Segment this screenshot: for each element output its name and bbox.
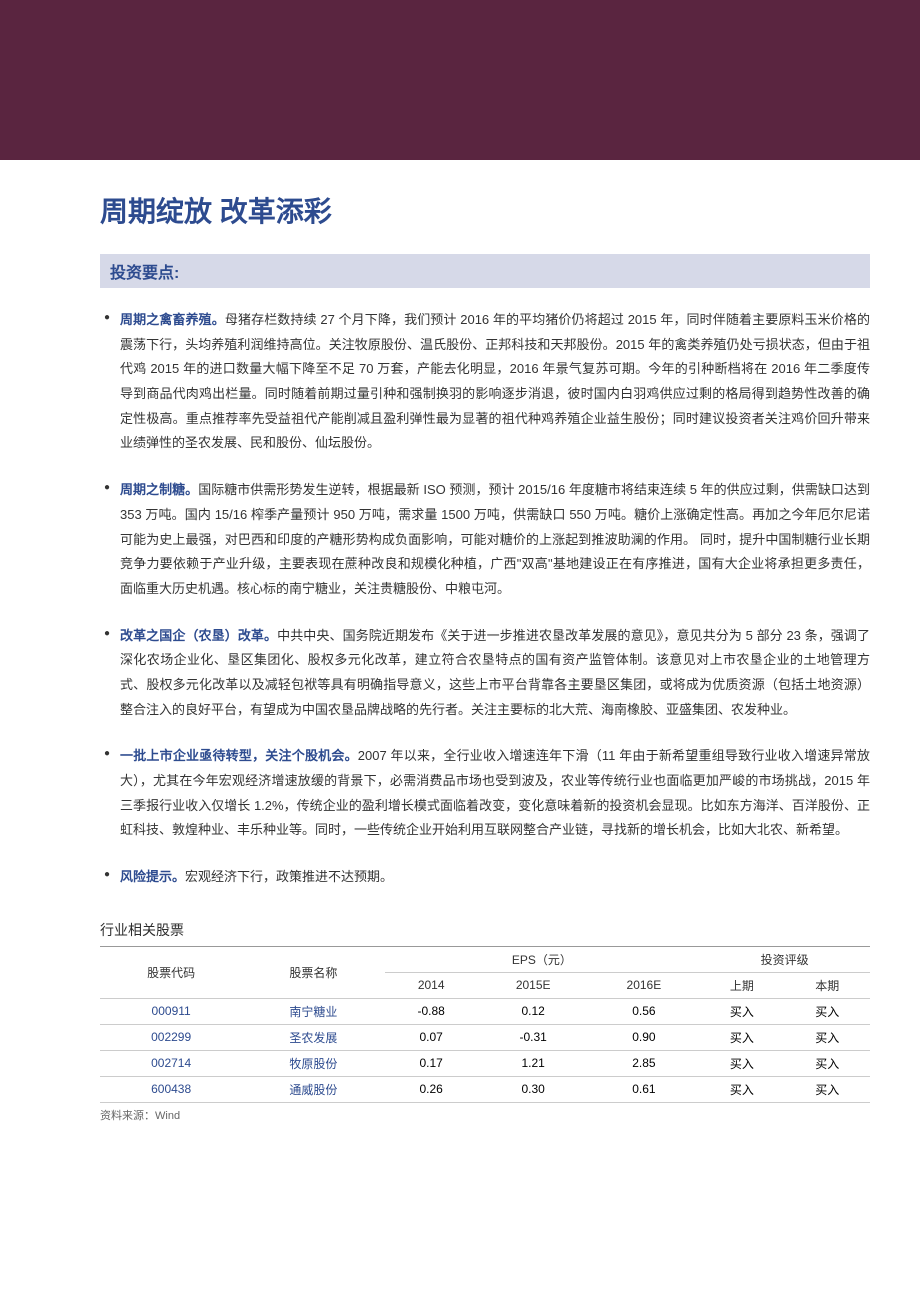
section-header: 投资要点: [100,254,870,288]
cell-curr: 买入 [785,1024,870,1050]
col-curr: 本期 [785,972,870,998]
investment-points-list: 周期之禽畜养殖。母猪存栏数持续 27 个月下降，我们预计 2016 年的平均猪价… [100,308,870,890]
col-code: 股票代码 [100,946,242,998]
col-prev: 上期 [699,972,784,998]
bullet-title: 改革之国企（农垦）改革。 [120,628,277,643]
cell-code: 000911 [100,998,242,1024]
cell-code: 002299 [100,1024,242,1050]
cell-code: 002714 [100,1050,242,1076]
cell-eps2016e: 0.56 [589,998,700,1024]
cell-eps2014: 0.07 [385,1024,478,1050]
bullet-text: 母猪存栏数持续 27 个月下降，我们预计 2016 年的平均猪价仍将超过 201… [120,312,870,450]
cell-name: 南宁糖业 [242,998,384,1024]
table-body: 000911 南宁糖业 -0.88 0.12 0.56 买入 买入 002299… [100,998,870,1102]
cell-name: 牧原股份 [242,1050,384,1076]
bullet-text: 宏观经济下行，政策推进不达预期。 [185,869,393,884]
table-header-row-1: 股票代码 股票名称 EPS（元） 投资评级 [100,946,870,972]
cell-eps2014: -0.88 [385,998,478,1024]
table-row: 000911 南宁糖业 -0.88 0.12 0.56 买入 买入 [100,998,870,1024]
cell-eps2015e: 0.30 [478,1076,589,1102]
cell-eps2015e: 0.12 [478,998,589,1024]
table-note: 资料来源：Wind [100,1107,870,1123]
table-row: 002299 圣农发展 0.07 -0.31 0.90 买入 买入 [100,1024,870,1050]
col-name: 股票名称 [242,946,384,998]
col-rating-group: 投资评级 [699,946,870,972]
document-content: 周期绽放 改革添彩 投资要点: 周期之禽畜养殖。母猪存栏数持续 27 个月下降，… [0,160,920,1143]
cell-eps2016e: 0.90 [589,1024,700,1050]
col-eps-2014: 2014 [385,972,478,998]
cell-prev: 买入 [699,1024,784,1050]
header-band [0,0,920,160]
cell-eps2015e: 1.21 [478,1050,589,1076]
cell-prev: 买入 [699,1076,784,1102]
cell-curr: 买入 [785,1076,870,1102]
table-section-title: 行业相关股票 [100,920,870,940]
bullet-title: 周期之制糖。 [120,482,198,497]
bullet-item: 改革之国企（农垦）改革。中共中央、国务院近期发布《关于进一步推进农垦改革发展的意… [120,624,870,723]
cell-curr: 买入 [785,998,870,1024]
cell-eps2014: 0.17 [385,1050,478,1076]
bullet-title: 风险提示。 [120,869,185,884]
cell-eps2016e: 2.85 [589,1050,700,1076]
table-row: 600438 通威股份 0.26 0.30 0.61 买入 买入 [100,1076,870,1102]
bullet-item: 周期之制糖。国际糖市供需形势发生逆转，根据最新 ISO 预测，预计 2015/1… [120,478,870,601]
main-title: 周期绽放 改革添彩 [100,190,870,230]
bullet-item: 周期之禽畜养殖。母猪存栏数持续 27 个月下降，我们预计 2016 年的平均猪价… [120,308,870,456]
stock-table: 股票代码 股票名称 EPS（元） 投资评级 2014 2015E 2016E 上… [100,946,870,1103]
bullet-title: 一批上市企业亟待转型，关注个股机会。 [120,748,358,763]
cell-curr: 买入 [785,1050,870,1076]
col-eps-2015e: 2015E [478,972,589,998]
cell-name: 通威股份 [242,1076,384,1102]
cell-code: 600438 [100,1076,242,1102]
bullet-item: 风险提示。宏观经济下行，政策推进不达预期。 [120,865,870,890]
cell-prev: 买入 [699,1050,784,1076]
cell-eps2014: 0.26 [385,1076,478,1102]
col-eps-group: EPS（元） [385,946,700,972]
bullet-text: 国际糖市供需形势发生逆转，根据最新 ISO 预测，预计 2015/16 年度糖市… [120,482,870,596]
cell-eps2016e: 0.61 [589,1076,700,1102]
cell-name: 圣农发展 [242,1024,384,1050]
bullet-title: 周期之禽畜养殖。 [120,312,225,327]
cell-prev: 买入 [699,998,784,1024]
bullet-item: 一批上市企业亟待转型，关注个股机会。2007 年以来，全行业收入增速连年下滑（1… [120,744,870,843]
table-row: 002714 牧原股份 0.17 1.21 2.85 买入 买入 [100,1050,870,1076]
cell-eps2015e: -0.31 [478,1024,589,1050]
col-eps-2016e: 2016E [589,972,700,998]
